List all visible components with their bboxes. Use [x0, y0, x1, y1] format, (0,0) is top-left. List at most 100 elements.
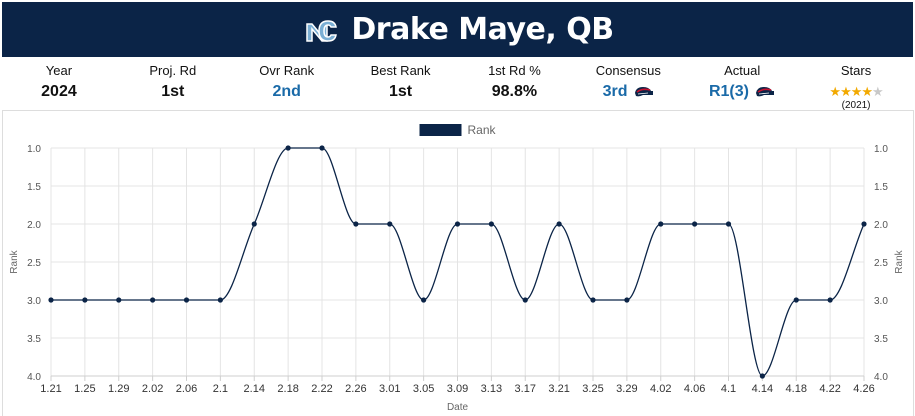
series-line [50, 147, 865, 377]
y-tick-label: 2.0 [27, 220, 41, 231]
x-tick-label: 3.09 [447, 383, 468, 395]
star-filled-icon: ★ [840, 84, 852, 99]
x-tick-label: 4.02 [650, 383, 671, 395]
x-tick-label: 2.1 [213, 383, 228, 395]
star-filled-icon: ★ [829, 84, 841, 99]
stat-proj-rd: Proj. Rd 1st [116, 58, 230, 110]
stat-value: 1st [161, 83, 185, 100]
x-tick-label: 2.22 [311, 383, 332, 395]
data-point [387, 221, 393, 227]
x-tick-label: 3.21 [548, 383, 569, 395]
y-tick-label: 1.0 [27, 144, 41, 155]
x-tick-label: 2.18 [277, 383, 298, 395]
stat-value-link[interactable]: 3rd [571, 83, 685, 101]
y-tick-label-right: 1.0 [874, 144, 888, 155]
data-point [488, 221, 494, 227]
stat-label: Actual [724, 63, 761, 78]
stat-stars: Stars ★★★★★ (2021) [799, 58, 913, 111]
data-point [692, 221, 698, 227]
data-point [793, 297, 799, 303]
stat-label: Consensus [595, 63, 661, 78]
header-banner: Drake Maye, QB [2, 2, 913, 57]
data-point [183, 297, 190, 303]
x-tick-label: 4.22 [819, 383, 840, 395]
x-tick-label: 4.1 [721, 383, 736, 395]
y-tick-label: 3.5 [27, 334, 41, 345]
data-point [353, 221, 359, 227]
y-tick-label-right: 2.0 [874, 220, 888, 231]
x-tick-label: 1.25 [74, 383, 95, 395]
stat-value: 98.8% [491, 83, 538, 100]
legend-swatch [419, 124, 462, 136]
stat-ovr-rank: Ovr Rank 2nd [230, 58, 344, 110]
star-filled-icon: ★ [861, 84, 873, 99]
y-tick-label-right: 4.0 [874, 372, 888, 383]
stat-label: Best Rank [370, 63, 431, 78]
stat-value-link[interactable]: R1(3) [685, 83, 799, 101]
stat-actual: Actual R1(3) [685, 58, 799, 110]
x-tick-label: 4.06 [684, 383, 705, 395]
x-tick-label: 1.29 [108, 383, 129, 395]
data-point [116, 297, 122, 303]
legend-label: Rank [468, 123, 497, 137]
y-tick-label-right: 1.5 [874, 182, 888, 193]
data-point [658, 221, 664, 227]
x-tick-label: 2.14 [244, 383, 265, 395]
x-tick-label: 1.21 [40, 383, 61, 395]
stars-year: (2021) [841, 100, 871, 111]
y-tick-label: 1.5 [27, 182, 41, 193]
data-point [421, 297, 427, 303]
data-point [82, 297, 88, 303]
stats-bar: Year 2024 Proj. Rd 1st Ovr Rank 2nd Best… [2, 58, 913, 111]
data-point [624, 297, 630, 303]
stat-year: Year 2024 [2, 58, 116, 110]
y-tick-label: 2.5 [27, 258, 41, 269]
patriots-helmet-icon [756, 86, 775, 97]
x-tick-label: 4.14 [752, 383, 773, 395]
data-point [861, 221, 867, 227]
x-tick-label: 2.06 [176, 383, 197, 395]
stat-label: Stars [840, 63, 872, 78]
star-empty-icon: ★ [872, 84, 884, 99]
data-point [251, 221, 257, 227]
x-tick-label: 3.13 [481, 383, 502, 395]
data-point [725, 221, 732, 227]
stat-label: Proj. Rd [149, 63, 197, 78]
data-point [590, 297, 596, 303]
stat-value[interactable]: 2nd [272, 83, 301, 100]
stat-label: Year [45, 63, 73, 78]
data-point [150, 297, 156, 303]
patriots-helmet-icon [634, 86, 653, 97]
chart-canvas: 1.0 1.01.5 1.52.0 2.02.5 2.53.0 3.03.5 3.54.0 4… [9, 123, 905, 413]
x-tick-label: 3.29 [616, 383, 637, 395]
stat-value: 2024 [41, 83, 77, 100]
stat-label: Ovr Rank [259, 63, 315, 78]
unc-logo-icon [306, 19, 338, 42]
y-tick-label-right: 3.5 [874, 334, 888, 345]
star-rating-icon: ★★★★★ [799, 84, 913, 100]
y-axis-title: Rank [9, 249, 20, 273]
y-tick-label: 4.0 [27, 372, 41, 383]
actual-value[interactable]: R1(3) [708, 83, 749, 100]
data-point [285, 145, 291, 151]
x-tick-label: 2.26 [345, 383, 366, 395]
y-axis-title-right: Rank [894, 249, 905, 273]
y-tick-label-right: 3.0 [874, 296, 888, 307]
page-title: Drake Maye, QB [351, 12, 614, 47]
data-point [556, 221, 562, 227]
x-tick-label: 4.18 [786, 383, 807, 395]
stat-consensus: Consensus 3rd [571, 58, 685, 110]
x-axis-title: Date [447, 402, 469, 413]
data-point [454, 221, 461, 227]
x-tick-label: 4.26 [853, 383, 874, 395]
stat-label: 1st Rd % [488, 63, 541, 78]
rank-chart: 1.0 1.0 1.5 1.5 2.0 2.0 2.5 2.5 3.0 3.0 3.5 3.5 4.0 4… [2, 110, 914, 416]
stat-value: 1st [389, 83, 413, 100]
y-tick-label: 3.0 [27, 296, 41, 307]
x-tick-label: 3.01 [379, 383, 400, 395]
x-tick-label: 3.17 [515, 383, 536, 395]
data-point [48, 297, 54, 303]
consensus-value[interactable]: 3rd [602, 83, 628, 100]
x-tick-label: 3.25 [582, 383, 603, 395]
data-point [759, 373, 765, 379]
